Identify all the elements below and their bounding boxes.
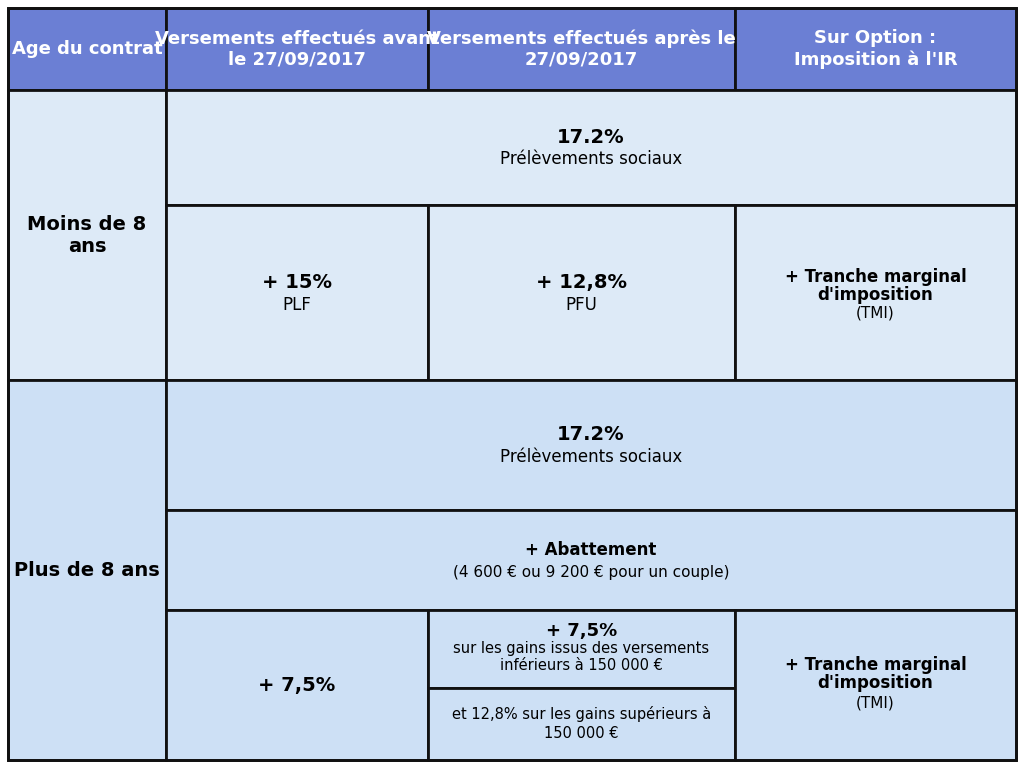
Bar [8,8,166,90]
Text: + 15%: + 15% [262,273,332,292]
Text: Versements effectués après le
27/09/2017: Versements effectués après le 27/09/2017 [427,29,736,68]
Text: + 12,8%: + 12,8% [536,273,627,292]
Text: Age du contrat: Age du contrat [11,40,163,58]
Bar [166,8,428,90]
Text: PFU: PFU [565,296,597,313]
Text: PLF: PLF [283,296,311,313]
Bar [8,380,166,760]
Text: 150 000 €: 150 000 € [544,727,618,741]
Text: d'imposition: d'imposition [817,286,933,303]
Bar [428,205,735,380]
Text: Versements effectués avant
le 27/09/2017: Versements effectués avant le 27/09/2017 [155,30,439,68]
Bar [428,688,735,760]
Text: 17.2%: 17.2% [557,425,625,445]
Bar [166,90,1016,205]
Text: 17.2%: 17.2% [557,128,625,147]
Bar [166,610,428,760]
Text: Prélèvements sociaux: Prélèvements sociaux [500,151,682,168]
Text: (4 600 € ou 9 200 € pour un couple): (4 600 € ou 9 200 € pour un couple) [453,564,729,580]
Text: Sur Option :
Imposition à l'IR: Sur Option : Imposition à l'IR [794,29,957,68]
Text: sur les gains issus des versements: sur les gains issus des versements [454,641,710,657]
Bar [166,510,1016,610]
Text: + Tranche marginal: + Tranche marginal [784,656,967,674]
Text: Prélèvements sociaux: Prélèvements sociaux [500,448,682,466]
Text: + 7,5%: + 7,5% [258,676,336,694]
Text: (TMI): (TMI) [856,696,895,710]
Text: Moins de 8
ans: Moins de 8 ans [28,214,146,256]
Bar [735,205,1016,380]
Bar [8,90,166,380]
Text: inférieurs à 150 000 €: inférieurs à 150 000 € [500,657,663,673]
Text: Plus de 8 ans: Plus de 8 ans [14,561,160,580]
Bar [735,610,1016,760]
Bar [166,205,428,380]
Text: + 7,5%: + 7,5% [546,622,617,640]
Bar [428,610,735,688]
Text: + Abattement: + Abattement [525,541,656,559]
Text: + Tranche marginal: + Tranche marginal [784,267,967,286]
Text: d'imposition: d'imposition [817,674,933,692]
Bar [428,8,735,90]
Bar [735,8,1016,90]
Bar [166,380,1016,510]
Text: et 12,8% sur les gains supérieurs à: et 12,8% sur les gains supérieurs à [452,706,711,722]
Text: (TMI): (TMI) [856,305,895,320]
